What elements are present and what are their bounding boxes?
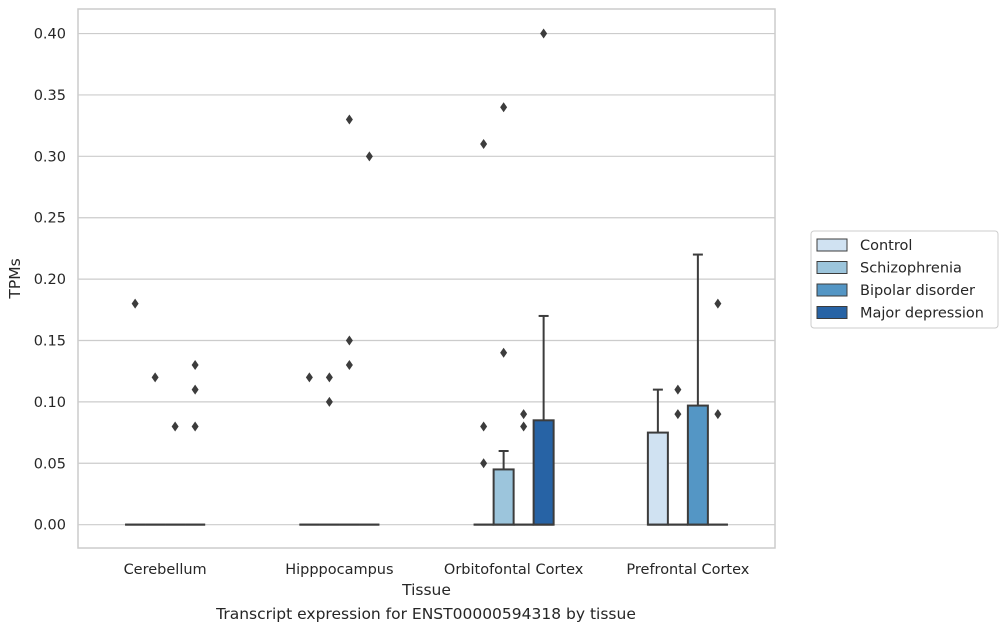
outlier-points bbox=[131, 28, 722, 469]
outlier-point bbox=[480, 421, 488, 432]
plot-frame bbox=[77, 8, 776, 549]
legend-item: Schizophrenia bbox=[816, 261, 962, 277]
x-tick-label: Hipppocampus bbox=[285, 562, 393, 578]
legend-swatch bbox=[816, 306, 848, 319]
boxes bbox=[125, 253, 728, 526]
outlier-point bbox=[674, 384, 682, 395]
outlier-point bbox=[520, 409, 528, 420]
y-tick-label: 0.40 bbox=[34, 27, 66, 43]
box-body bbox=[492, 468, 515, 526]
y-axis-label: TPMs bbox=[6, 258, 24, 299]
outlier-point bbox=[305, 372, 313, 383]
outlier-point bbox=[191, 360, 199, 371]
box-schizophrenia bbox=[492, 450, 515, 526]
outlier-point bbox=[500, 102, 508, 113]
outlier-point bbox=[714, 409, 722, 420]
legend-items: Control Schizophrenia Bipolar disorder Majo… bbox=[816, 238, 984, 322]
outlier-point bbox=[325, 372, 333, 383]
box-control bbox=[646, 388, 669, 526]
y-tick-label: 0.35 bbox=[34, 88, 66, 104]
outlier-point bbox=[131, 298, 139, 309]
y-tick-label: 0.20 bbox=[34, 272, 66, 288]
legend-label: Schizophrenia bbox=[860, 261, 962, 277]
legend-label: Bipolar disorder bbox=[860, 283, 975, 299]
y-tick-label: 0.25 bbox=[34, 211, 66, 227]
outlier-point bbox=[480, 139, 488, 150]
outlier-point bbox=[191, 421, 199, 432]
outlier-point bbox=[540, 28, 548, 39]
outlier-point bbox=[345, 114, 353, 125]
box-body bbox=[646, 431, 669, 526]
y-tick-label: 0.15 bbox=[34, 334, 66, 350]
outlier-point bbox=[365, 151, 373, 162]
outlier-point bbox=[151, 372, 159, 383]
legend-item: Major depression bbox=[816, 306, 984, 322]
outlier-point bbox=[171, 421, 179, 432]
box-bipolar-disorder bbox=[686, 253, 709, 526]
grid-lines bbox=[78, 32, 775, 526]
y-axis-ticks: 0.00 0.05 0.10 0.15 0.20 0.25 0.30 0.35 0.40 bbox=[34, 27, 66, 534]
outlier-point bbox=[500, 347, 508, 358]
legend-swatch bbox=[816, 261, 848, 274]
x-tick-label: Prefrontal Cortex bbox=[626, 562, 749, 578]
outlier-point bbox=[674, 409, 682, 420]
outlier-point bbox=[345, 360, 353, 371]
x-tick-label: Cerebellum bbox=[124, 562, 207, 578]
box-body bbox=[686, 404, 709, 526]
figure-caption: Transcript expression for ENST0000059431… bbox=[216, 605, 636, 623]
y-tick-label: 0.10 bbox=[34, 395, 66, 411]
outlier-point bbox=[345, 335, 353, 346]
legend: Control Schizophrenia Bipolar disorder Majo… bbox=[810, 230, 999, 329]
legend-label: Major depression bbox=[860, 306, 984, 322]
outlier-point bbox=[520, 421, 528, 432]
legend-swatch bbox=[816, 283, 848, 297]
outlier-point bbox=[714, 298, 722, 309]
legend-item: Bipolar disorder bbox=[816, 283, 975, 299]
legend-swatch bbox=[816, 238, 848, 252]
x-tick-label: Orbitofontal Cortex bbox=[444, 562, 584, 578]
y-tick-label: 0.05 bbox=[34, 456, 66, 472]
box-body bbox=[532, 419, 555, 526]
legend-item: Control bbox=[816, 238, 912, 254]
legend-frame bbox=[810, 230, 999, 329]
outlier-point bbox=[191, 384, 199, 395]
y-tick-label: 0.00 bbox=[34, 518, 66, 534]
box-major-depression bbox=[532, 314, 555, 526]
legend-label: Control bbox=[860, 238, 912, 254]
outlier-point bbox=[325, 396, 333, 407]
outlier-point bbox=[480, 458, 488, 469]
x-axis-label: Tissue bbox=[401, 581, 451, 599]
y-tick-label: 0.30 bbox=[34, 149, 66, 165]
x-axis-ticks: Cerebellum Hipppocampus Orbitofontal Corte… bbox=[124, 562, 750, 578]
